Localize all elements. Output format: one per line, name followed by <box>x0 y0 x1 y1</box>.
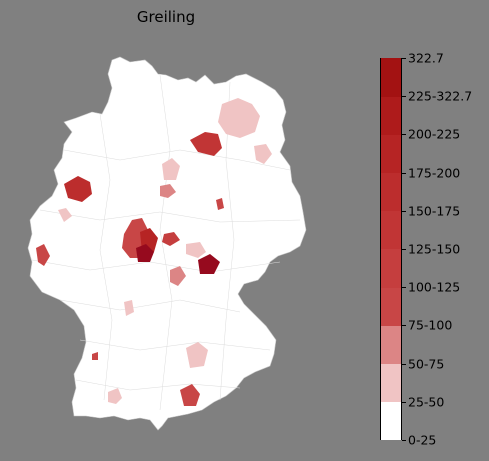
region-south-east <box>186 342 208 368</box>
legend-label: 125-150 <box>408 241 461 257</box>
legend-tick <box>402 210 406 212</box>
map-title: Greiling <box>136 8 196 26</box>
legend-label: 322.7 <box>408 50 444 66</box>
region-small-4 <box>160 184 176 198</box>
legend-swatch <box>381 363 401 403</box>
region-small-6 <box>254 144 272 164</box>
region-central-dark <box>136 244 154 262</box>
legend-swatch <box>381 58 401 97</box>
legend-tick <box>402 363 406 365</box>
legend-tick <box>402 325 406 327</box>
legend-swatch <box>381 96 401 135</box>
region-small-1 <box>36 244 50 266</box>
legend-swatch <box>381 249 401 288</box>
legend-label: 200-225 <box>408 126 461 142</box>
legend-swatch <box>381 287 401 326</box>
legend-colorbar <box>380 58 402 441</box>
legend-tick <box>402 287 406 289</box>
legend-label: 225-322.7 <box>408 88 473 104</box>
region-south <box>180 384 200 406</box>
legend-label: 175-200 <box>408 165 461 181</box>
legend-swatch <box>381 172 401 212</box>
region-north-central <box>162 158 180 180</box>
region-north <box>190 132 222 156</box>
region-small-7 <box>124 300 134 316</box>
legend-swatch <box>381 401 401 441</box>
region-west <box>64 176 92 202</box>
legend-tick <box>402 96 406 98</box>
legend-label: 75-100 <box>408 317 453 333</box>
legend-tick <box>402 401 406 403</box>
region-small-2 <box>170 266 186 286</box>
legend-tick <box>402 172 406 174</box>
region-small-3 <box>58 208 72 222</box>
legend-tick <box>402 134 406 136</box>
region-southwest <box>108 388 122 404</box>
legend-swatch <box>381 210 401 250</box>
legend-label: 50-75 <box>408 356 445 372</box>
legend-tick <box>402 249 406 250</box>
region-ne-large <box>218 98 260 138</box>
legend-label: 0-25 <box>408 432 437 448</box>
region-small-8 <box>92 352 98 360</box>
region-saxony-dark <box>198 254 220 274</box>
legend-tick <box>402 440 406 441</box>
legend-label: 25-50 <box>408 394 445 410</box>
legend-swatch <box>381 325 401 365</box>
legend-swatch <box>381 134 401 174</box>
legend-label: 100-125 <box>408 279 461 295</box>
region-small-5 <box>216 198 224 210</box>
legend-tick <box>402 58 406 59</box>
legend-label: 150-175 <box>408 203 461 219</box>
region-mid-east <box>162 232 180 246</box>
region-east-central <box>186 242 206 258</box>
